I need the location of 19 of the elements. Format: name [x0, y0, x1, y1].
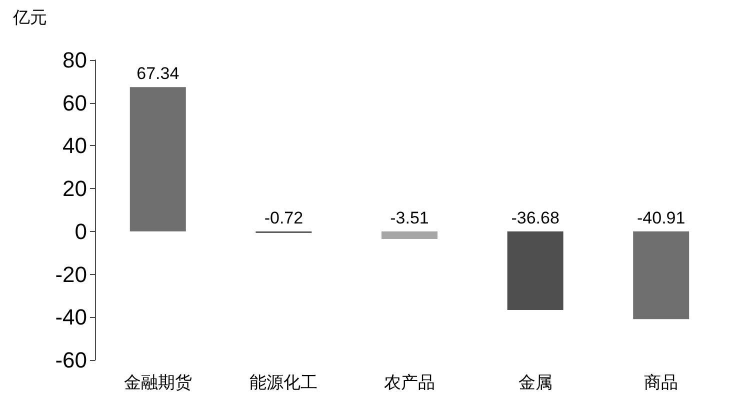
x-tick-label: 能源化工 — [250, 373, 318, 392]
data-label: -36.68 — [511, 208, 560, 228]
y-tick-label: 80 — [62, 48, 87, 72]
y-tick-label: 20 — [62, 176, 87, 202]
x-tick-label: 金属 — [518, 373, 552, 392]
y-tick-label: -60 — [55, 348, 87, 372]
y-tick-label: -20 — [55, 262, 87, 287]
x-tick-label: 金融期货 — [124, 373, 192, 392]
y-tick-label: 40 — [62, 133, 87, 158]
data-label: 67.34 — [136, 64, 180, 84]
y-tick-label: 0 — [74, 218, 87, 244]
data-label: -3.51 — [390, 208, 429, 228]
y-tick-label: -40 — [55, 304, 87, 330]
x-tick-label: 农产品 — [384, 373, 435, 392]
x-tick-label: 商品 — [644, 373, 678, 392]
data-label: -40.91 — [637, 208, 686, 228]
y-tick-label: 60 — [62, 90, 87, 116]
data-label: -0.72 — [264, 208, 304, 228]
y-axis-title: 亿元 — [12, 8, 47, 27]
